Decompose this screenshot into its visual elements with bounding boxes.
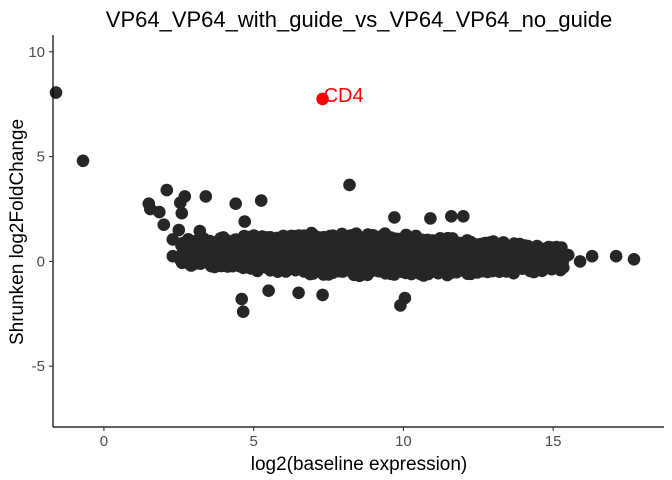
data-point	[178, 250, 192, 264]
data-point	[585, 249, 599, 263]
data-point	[555, 259, 569, 272]
data-point	[193, 224, 207, 238]
data-point	[238, 215, 251, 228]
data-point	[153, 205, 166, 219]
data-point	[343, 178, 356, 192]
data-point	[49, 86, 63, 99]
data-point	[388, 211, 401, 224]
data-point	[457, 210, 470, 223]
y-axis-title: Shrunken log2FoldChange	[7, 119, 28, 345]
x-axis-title: log2(baseline expression)	[251, 454, 468, 475]
x-tick-label: 5	[249, 433, 257, 450]
highlight-point	[316, 92, 329, 106]
data-point	[157, 218, 171, 231]
data-point	[531, 263, 545, 277]
data-point	[507, 237, 521, 250]
data-point	[316, 288, 329, 302]
data-point	[235, 292, 248, 306]
y-tick-label: -5	[32, 358, 45, 375]
y-tick-label: 5	[37, 149, 45, 166]
data-point	[487, 235, 500, 248]
data-point	[573, 255, 587, 268]
data-point	[175, 206, 189, 220]
y-ticks: -5 0 5 10	[28, 44, 53, 375]
data-point	[262, 284, 275, 298]
data-point	[236, 305, 250, 319]
y-tick-label: 0	[37, 253, 45, 270]
x-tick-label: 0	[100, 433, 108, 450]
data-point	[254, 194, 268, 207]
x-tick-label: 15	[545, 433, 562, 450]
data-point	[445, 210, 458, 223]
data-point	[160, 183, 174, 197]
x-tick-label: 10	[395, 433, 412, 450]
data-point	[424, 212, 437, 225]
data-points-layer: CD4	[49, 85, 641, 319]
data-point	[561, 248, 575, 262]
data-point	[166, 249, 180, 263]
highlight-label: CD4	[324, 85, 364, 107]
data-point	[292, 286, 305, 300]
data-point	[229, 197, 242, 210]
data-point	[199, 190, 213, 203]
data-point	[172, 223, 186, 237]
data-point	[76, 154, 90, 168]
data-point	[540, 244, 554, 258]
data-point	[398, 291, 412, 305]
x-ticks: 0 5 10 15	[100, 427, 562, 450]
data-point	[469, 238, 482, 251]
data-point	[174, 196, 187, 209]
data-point	[609, 249, 623, 263]
y-tick-label: 10	[28, 44, 45, 61]
data-point	[166, 233, 180, 246]
chart-title: VP64_VP64_with_guide_vs_VP64_VP64_no_gui…	[106, 7, 612, 32]
data-point	[627, 252, 641, 266]
